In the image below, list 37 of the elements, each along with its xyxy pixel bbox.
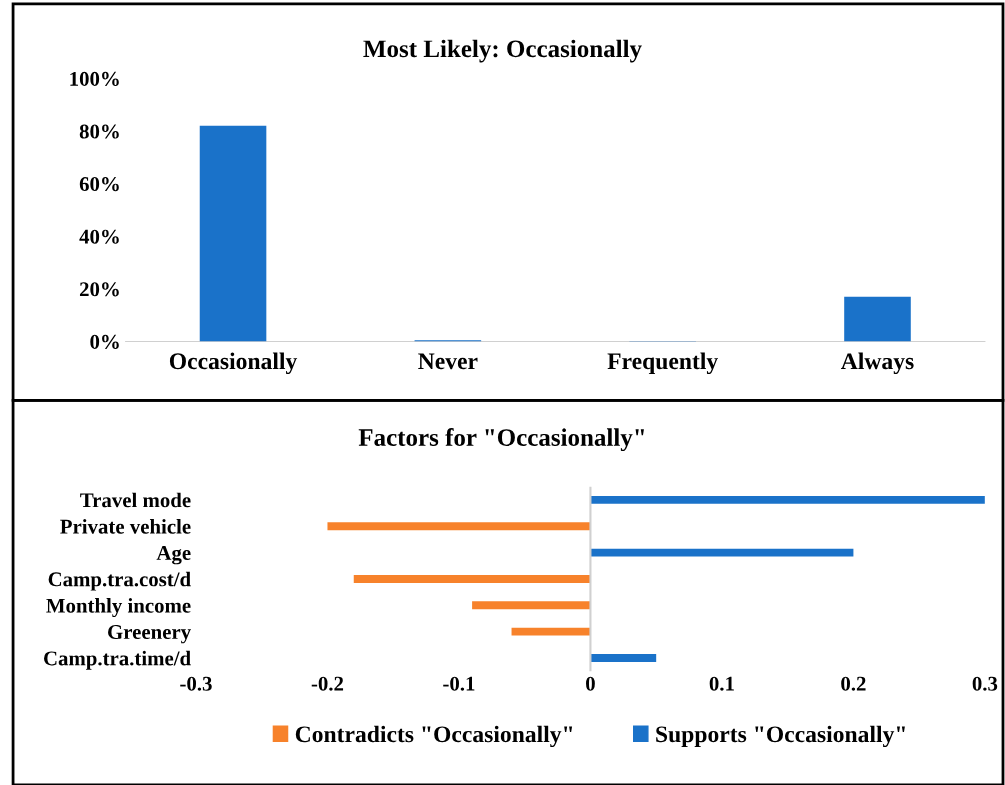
x-tick-label: -0.1 bbox=[443, 676, 475, 691]
x-tick-label: -0.3 bbox=[180, 676, 212, 691]
y-tick-label: 20% bbox=[79, 282, 119, 297]
y-tick-label: Private vehicle bbox=[60, 519, 191, 534]
x-tick-label: 0.3 bbox=[972, 676, 998, 691]
y-tick-label: Camp.tra.cost/d bbox=[48, 571, 191, 591]
y-tick-label: Monthly income bbox=[46, 598, 191, 618]
x-tick-label: -0.2 bbox=[311, 676, 344, 691]
bar bbox=[590, 495, 985, 504]
y-tick-label: 80% bbox=[79, 124, 119, 139]
legend-label: Supports "Occasionally" bbox=[656, 725, 905, 748]
x-tick-label: Always bbox=[840, 352, 914, 375]
legend-label: Contradicts "Occasionally" bbox=[295, 725, 573, 748]
x-tick-label: Occasionally bbox=[169, 352, 298, 375]
y-tick-label: Travel mode bbox=[80, 492, 191, 508]
chart-title: Most Likely: Occasionally bbox=[363, 39, 642, 63]
y-tick-label: Age bbox=[156, 545, 191, 565]
y-tick-label: 100% bbox=[70, 71, 119, 86]
bar bbox=[590, 654, 657, 662]
x-tick-label: 0 bbox=[586, 676, 595, 691]
bar bbox=[844, 296, 911, 342]
bar bbox=[353, 574, 591, 583]
bar bbox=[327, 522, 591, 531]
x-tick-label: Never bbox=[418, 353, 478, 370]
x-tick-label: Frequently bbox=[607, 352, 718, 375]
y-tick-label: Camp.tra.time/d bbox=[44, 650, 191, 670]
bar bbox=[472, 601, 591, 610]
y-tick-label: Greenery bbox=[108, 625, 191, 644]
x-tick-label: 0.1 bbox=[709, 676, 734, 691]
y-tick-label: 60% bbox=[79, 177, 119, 192]
bar bbox=[511, 627, 591, 636]
y-tick-label: 0% bbox=[90, 334, 119, 349]
x-tick-label: 0.2 bbox=[841, 676, 866, 691]
chart-title: Factors for "Occasionally" bbox=[358, 428, 644, 452]
y-tick-label: 40% bbox=[79, 229, 119, 244]
bar bbox=[590, 548, 854, 557]
bar bbox=[199, 125, 267, 342]
